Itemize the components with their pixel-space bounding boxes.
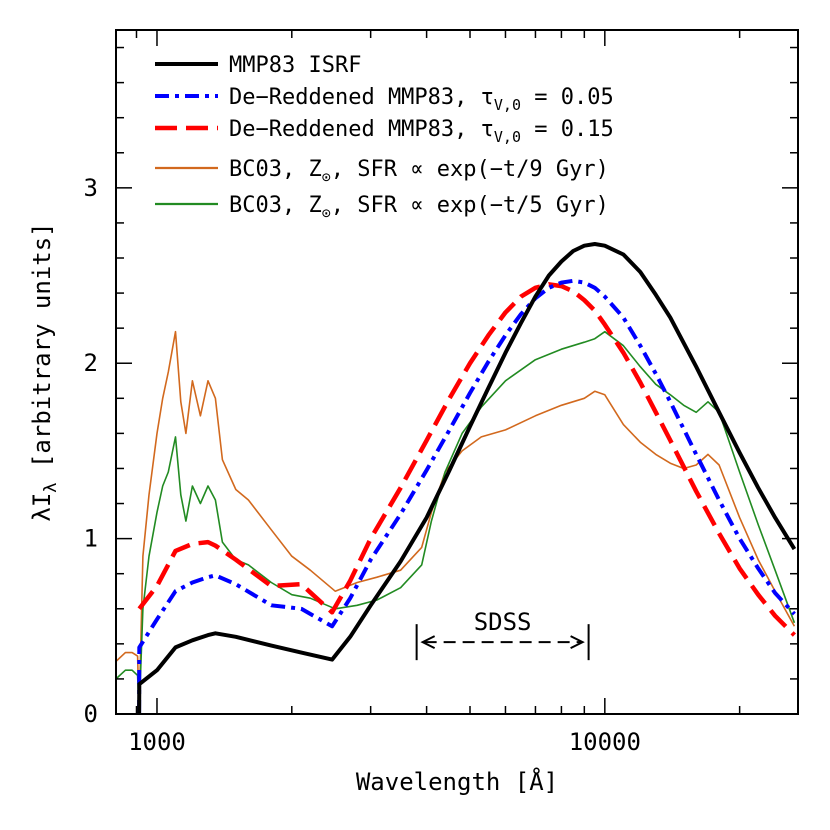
legend-text-sub: V,0 bbox=[494, 96, 521, 114]
sdss-label: SDSS bbox=[474, 608, 532, 636]
y-axis-label-group: λIλ [arbitrary units] bbox=[28, 222, 61, 521]
y-tick-label: 2 bbox=[84, 349, 98, 377]
legend-label-5: BC03, Z⊙, SFR ∝ exp(−t/5 Gyr) bbox=[229, 193, 609, 222]
sdss-annotation: SDSS bbox=[415, 608, 590, 661]
legend-text-sub: ⊙ bbox=[322, 168, 331, 186]
plot-frame bbox=[115, 29, 799, 715]
ylabel-rest: [arbitrary units] bbox=[28, 222, 56, 482]
legend-text-tail: = 0.15 bbox=[521, 117, 614, 142]
legend-label-1: MMP83 ISRF bbox=[229, 53, 361, 78]
series-line-3 bbox=[137, 282, 796, 637]
y-tick-label: 0 bbox=[84, 700, 98, 728]
y-tick-label: 3 bbox=[84, 174, 98, 202]
series-layer bbox=[116, 242, 797, 714]
y-tick-label: 1 bbox=[84, 525, 98, 553]
tick-layer: 1000 10000 0 1 2 3 bbox=[84, 30, 798, 756]
legend-text-tail: , SFR ∝ exp(−t/5 Gyr) bbox=[331, 193, 609, 218]
ylabel-sub: λ bbox=[41, 482, 61, 492]
legend-text-tail: , SFR ∝ exp(−t/9 Gyr) bbox=[331, 157, 609, 182]
legend-text-tail: = 0.05 bbox=[521, 85, 614, 110]
series-line-1 bbox=[137, 242, 797, 714]
legend: MMP83 ISRF De−Reddened MMP83, τV,0 = 0.05… bbox=[155, 53, 614, 222]
sdss-right-arrowhead bbox=[570, 635, 585, 650]
legend-label-3: De−Reddened MMP83, τV,0 = 0.15 bbox=[229, 117, 614, 146]
legend-text-sub: ⊙ bbox=[322, 204, 331, 222]
series-line-5 bbox=[116, 330, 796, 714]
series-line-4 bbox=[116, 330, 796, 714]
legend-label-4: BC03, Z⊙, SFR ∝ exp(−t/9 Gyr) bbox=[229, 157, 609, 186]
x-tick-label: 1000 bbox=[128, 728, 186, 756]
legend-label-2: De−Reddened MMP83, τV,0 = 0.05 bbox=[229, 85, 614, 114]
legend-text-main: BC03, Z bbox=[229, 193, 322, 218]
y-axis-label: λIλ [arbitrary units] bbox=[28, 222, 61, 521]
legend-text-main: De−Reddened MMP83, τ bbox=[229, 117, 494, 142]
x-tick-label: 10000 bbox=[569, 728, 641, 756]
legend-text-main: De−Reddened MMP83, τ bbox=[229, 85, 494, 110]
sdss-left-arrowhead bbox=[420, 635, 436, 650]
x-axis-label: Wavelength [Å] bbox=[356, 767, 558, 796]
legend-text-main: MMP83 ISRF bbox=[229, 53, 361, 78]
series-line-2 bbox=[137, 278, 796, 714]
ylabel-lambda: λI bbox=[28, 493, 56, 522]
legend-text-main: BC03, Z bbox=[229, 157, 322, 182]
legend-text-sub: V,0 bbox=[494, 128, 521, 146]
